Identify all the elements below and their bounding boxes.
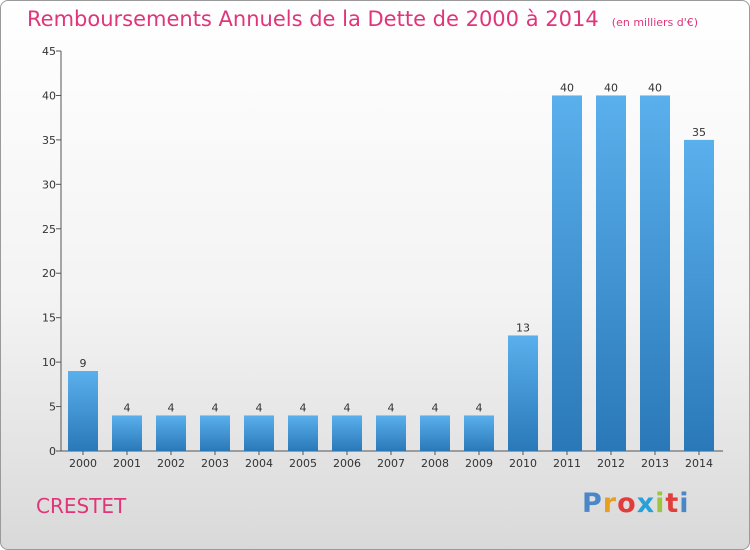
data-label: 4 xyxy=(476,401,483,414)
x-tick-label: 2014 xyxy=(685,457,713,470)
x-tick-label: 2009 xyxy=(465,457,493,470)
x-tick-label: 2004 xyxy=(245,457,273,470)
y-tick-label: 10 xyxy=(42,356,56,369)
y-tick-label: 20 xyxy=(42,267,56,280)
data-label: 9 xyxy=(80,357,87,370)
data-label: 13 xyxy=(516,321,530,334)
logo-letter: r xyxy=(602,488,618,519)
bar xyxy=(112,415,142,451)
x-tick-label: 2008 xyxy=(421,457,449,470)
proxiti-logo: Proxiti xyxy=(582,488,690,519)
data-label: 4 xyxy=(388,401,395,414)
bar xyxy=(596,95,626,451)
x-tick-label: 2013 xyxy=(641,457,669,470)
y-tick-label: 0 xyxy=(49,445,56,458)
x-tick-label: 2002 xyxy=(157,457,185,470)
bar xyxy=(376,415,406,451)
logo-letter: P xyxy=(582,488,603,519)
data-label: 4 xyxy=(168,401,175,414)
data-label: 40 xyxy=(560,81,574,94)
data-label: 40 xyxy=(648,81,662,94)
x-tick-label: 2011 xyxy=(553,457,581,470)
data-label: 4 xyxy=(300,401,307,414)
bar xyxy=(508,335,538,451)
y-tick-label: 45 xyxy=(42,45,56,58)
y-tick-label: 15 xyxy=(42,312,56,325)
logo-letter: o xyxy=(617,488,637,519)
bar xyxy=(464,415,494,451)
data-label: 40 xyxy=(604,81,618,94)
bar xyxy=(156,415,186,451)
data-label: 35 xyxy=(692,126,706,139)
x-tick-label: 2007 xyxy=(377,457,405,470)
bars xyxy=(68,95,714,451)
data-label: 4 xyxy=(256,401,263,414)
x-tick-label: 2006 xyxy=(333,457,361,470)
data-label: 4 xyxy=(124,401,131,414)
x-tick-label: 2010 xyxy=(509,457,537,470)
y-tick-label: 25 xyxy=(42,223,56,236)
logo-letter: i xyxy=(679,488,690,519)
bar xyxy=(244,415,274,451)
labels: 2000 9 2001 4 2002 4 2003 4 2004 4 2005 4 2006 4 2007 4… xyxy=(69,81,713,470)
logo-letter: t xyxy=(665,488,680,519)
chart-subtitle: (en milliers d'€) xyxy=(611,16,699,29)
bar xyxy=(640,95,670,451)
bar xyxy=(332,415,362,451)
y-tick-label: 35 xyxy=(42,134,56,147)
y-tick-label: 40 xyxy=(42,89,56,102)
chart-title: Remboursements Annuels de la Dette de 20… xyxy=(27,7,599,31)
bar xyxy=(200,415,230,451)
x-tick-label: 2003 xyxy=(201,457,229,470)
y-tick-label: 30 xyxy=(42,178,56,191)
bar xyxy=(68,371,98,451)
data-label: 4 xyxy=(212,401,219,414)
logo-letter: i xyxy=(655,488,666,519)
x-tick-label: 2001 xyxy=(113,457,141,470)
bar xyxy=(552,95,582,451)
bar xyxy=(288,415,318,451)
data-label: 4 xyxy=(344,401,351,414)
data-label: 4 xyxy=(432,401,439,414)
logo-letter: x xyxy=(636,488,656,519)
bar xyxy=(420,415,450,451)
y-tick-label: 5 xyxy=(49,401,56,414)
x-tick-label: 2012 xyxy=(597,457,625,470)
x-tick-label: 2005 xyxy=(289,457,317,470)
title-row: Remboursements Annuels de la Dette de 20… xyxy=(27,7,698,31)
commune-name: CRESTET xyxy=(36,494,127,518)
bar xyxy=(684,139,714,451)
x-tick-label: 2000 xyxy=(69,457,97,470)
